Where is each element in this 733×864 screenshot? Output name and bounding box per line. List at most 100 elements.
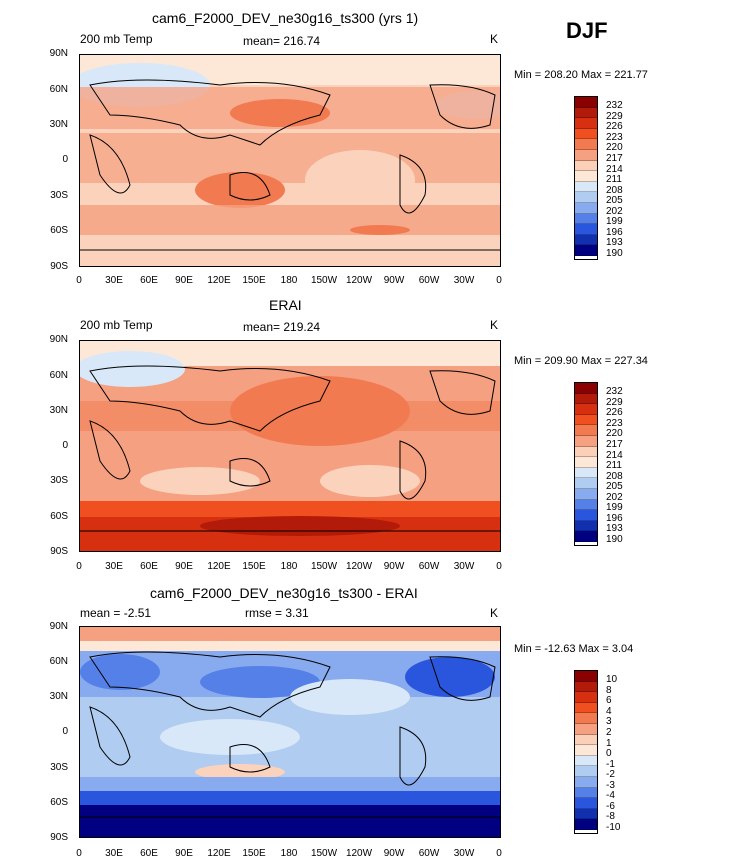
colorbar-segment (575, 808, 597, 820)
colorbar-label: -6 (606, 801, 615, 812)
colorbar-label: 202 (606, 492, 623, 503)
colorbar-label: 4 (606, 706, 612, 717)
panel-3-lat-label: 0 (62, 726, 68, 737)
colorbar-label: 190 (606, 534, 623, 545)
colorbar-label: 223 (606, 418, 623, 429)
colorbar-label: 220 (606, 428, 623, 439)
colorbar-label: 196 (606, 227, 623, 238)
colorbar-label: 199 (606, 216, 623, 227)
colorbar-label: 196 (606, 513, 623, 524)
colorbar-segment (575, 139, 597, 150)
lon-label: 60W (418, 275, 440, 286)
panel-1-lat-label: 60S (50, 225, 68, 236)
lon-label: 0 (496, 275, 502, 286)
lon-label: 180 (280, 561, 298, 572)
panel-3-rmse: rmse = 3.31 (245, 606, 309, 620)
colorbar-segment (575, 393, 597, 405)
panel-1-lat-label: 30N (49, 119, 68, 130)
colorbar-segment (575, 488, 597, 500)
panel-3-lat-label: 90N (49, 621, 68, 632)
colorbar-segment (575, 118, 597, 129)
panel-3-colorbar (574, 670, 598, 834)
lon-label: 120W (345, 275, 373, 286)
panel-1-variable: 200 mb Temp (80, 32, 153, 46)
panel-1-lat-label: 30S (50, 190, 68, 201)
colorbar-segment (575, 692, 597, 703)
lon-label: 0 (76, 275, 82, 286)
colorbar-label: 211 (606, 460, 622, 471)
colorbar-label: 223 (606, 132, 623, 143)
colorbar-segment (575, 97, 597, 108)
colorbar-label: 205 (606, 195, 623, 206)
panel-3-lat-label: 60N (49, 656, 68, 667)
lon-label: 90E (175, 848, 193, 859)
colorbar-segment (575, 149, 597, 161)
colorbar-label: 2 (606, 727, 612, 738)
colorbar-label: 220 (606, 142, 623, 153)
colorbar-segment (575, 435, 597, 447)
lon-label: 0 (496, 848, 502, 859)
colorbar-segment (575, 478, 597, 489)
colorbar-label: 211 (606, 174, 622, 185)
lon-label: 150W (310, 275, 338, 286)
colorbar-segment (575, 787, 597, 799)
colorbar-segment (575, 171, 597, 182)
panel-1-map (79, 54, 501, 267)
colorbar-segment (575, 202, 597, 214)
colorbar-segment (575, 681, 597, 693)
panel-3-units: K (490, 606, 499, 620)
lon-label: 180 (280, 275, 298, 286)
lon-label: 60E (140, 848, 158, 859)
colorbar-label: 214 (606, 450, 623, 461)
colorbar-segment (575, 383, 597, 394)
lon-label: 90E (175, 275, 193, 286)
colorbar-label: 193 (606, 523, 623, 534)
panel-2-mean: mean= 219.24 (243, 320, 321, 334)
lon-label: 120E (207, 848, 231, 859)
lon-label: 30W (453, 275, 475, 286)
panel-2-units: K (490, 318, 499, 332)
colorbar-segment (575, 160, 597, 172)
colorbar-segment (575, 713, 597, 724)
colorbar-segment (575, 425, 597, 436)
panel-3-lat-label: 30N (49, 691, 68, 702)
panel-1-mean: mean= 216.74 (243, 34, 321, 48)
lon-label: 150W (310, 848, 338, 859)
panel-3-mean: mean = -2.51 (80, 606, 152, 620)
colorbar-label: 214 (606, 164, 623, 175)
lon-label: 150E (242, 275, 266, 286)
colorbar-segment (575, 755, 597, 767)
colorbar-label: 232 (606, 100, 623, 111)
lon-label: 120E (207, 561, 231, 572)
panel-3-title: cam6_F2000_DEV_ne30g16_ts300 - ERAI (150, 585, 418, 601)
lon-label: 90W (383, 848, 405, 859)
colorbar-label: 8 (606, 685, 612, 696)
panel-2-lat-label: 90S (50, 546, 68, 557)
lon-label: 120E (207, 275, 231, 286)
lon-label: 150E (242, 848, 266, 859)
lon-label: 90W (383, 561, 405, 572)
panel-2-lat-label: 30S (50, 475, 68, 486)
panel-2-variable: 200 mb Temp (80, 318, 153, 332)
season-label: DJF (566, 18, 608, 43)
panel-3-minmax: Min = -12.63 Max = 3.04 (514, 643, 634, 655)
panel-2-lat-label: 30N (49, 405, 68, 416)
panel-2-map (79, 340, 501, 552)
lon-label: 0 (76, 848, 82, 859)
lon-label: 90E (175, 561, 193, 572)
lon-label: 30E (105, 275, 123, 286)
colorbar-label: 3 (606, 716, 612, 727)
colorbar-segment (575, 446, 597, 458)
colorbar-segment (575, 128, 597, 140)
colorbar-label: -10 (606, 822, 621, 833)
panel-3-lat-label: 60S (50, 797, 68, 808)
lon-label: 180 (280, 848, 298, 859)
lon-label: 150W (310, 561, 338, 572)
lon-label: 60W (418, 848, 440, 859)
colorbar-segment (575, 510, 597, 521)
panel-3-map (79, 626, 501, 838)
panel-1-lat-label: 0 (62, 154, 68, 165)
colorbar-label: 229 (606, 111, 623, 122)
colorbar-label: 0 (606, 748, 612, 759)
panel-1-units: K (490, 32, 499, 46)
